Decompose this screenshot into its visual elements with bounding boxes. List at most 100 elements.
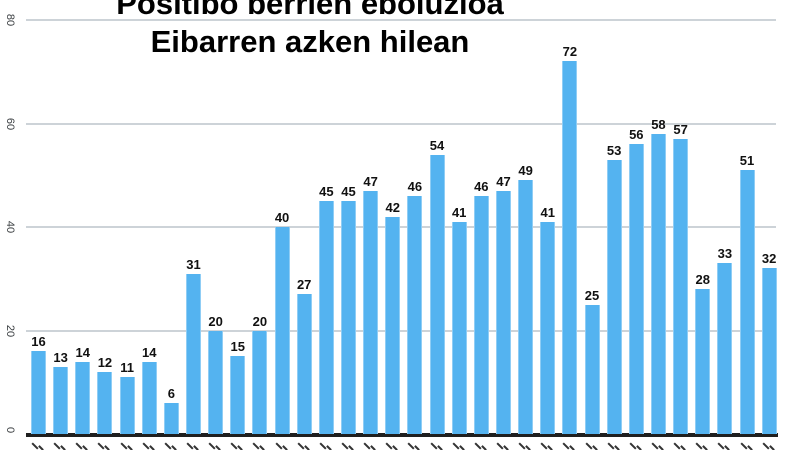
bar-5: 11 xyxy=(119,360,135,434)
bar-13: 27 xyxy=(296,277,312,434)
bar-21: 46 xyxy=(473,179,489,434)
x-tick-label-fragment xyxy=(496,440,511,450)
bar-34: 32 xyxy=(761,251,777,434)
x-tick-label-fragment xyxy=(31,440,46,450)
bar-value-label: 31 xyxy=(186,256,201,272)
x-tick-label-fragment xyxy=(252,440,267,450)
x-tick-label-fragment xyxy=(164,440,179,450)
gridline-60 xyxy=(26,122,776,125)
y-tick-label-20: 20 xyxy=(4,324,16,337)
y-tick-label-60: 60 xyxy=(4,117,16,130)
bar-9: 20 xyxy=(208,314,224,434)
y-tick-label-0: 0 xyxy=(4,426,16,434)
gridline-80 xyxy=(26,19,776,21)
x-tick-label-fragment xyxy=(717,440,732,450)
bar-1: 16 xyxy=(31,334,46,434)
x-tick-label-fragment xyxy=(629,440,644,450)
x-tick-label-fragment xyxy=(97,440,112,450)
x-tick-label-fragment xyxy=(208,440,223,450)
bar-series: 16 13 14 12 11 14 6 31 20 15 20 40 27 45 45 47 42 46 54 41 4… xyxy=(31,16,777,434)
x-tick-label-fragment xyxy=(319,440,334,450)
bar-value-label: 14 xyxy=(75,344,91,360)
chart-title: Positibo berrien eboluzioa Eibarren azke… xyxy=(60,0,560,61)
bar-value-label: 41 xyxy=(451,204,467,220)
bar-value-label: 14 xyxy=(141,344,157,360)
x-tick-label-fragment xyxy=(186,440,201,450)
bar-value-label: 11 xyxy=(120,360,134,376)
bar-8: 31 xyxy=(185,257,201,434)
bar-value-label: 46 xyxy=(474,178,489,194)
bar-15: 45 xyxy=(340,184,356,434)
bar-value-label: 46 xyxy=(407,178,423,194)
bar-value-label: 27 xyxy=(296,277,312,293)
bar-value-label: 47 xyxy=(363,173,378,189)
bar-28: 56 xyxy=(628,127,644,434)
bar-10: 15 xyxy=(230,339,246,434)
bar-value-label: 40 xyxy=(274,210,290,225)
chart-title-line1: Positibo berrien eboluzioa xyxy=(116,0,504,21)
bar-value-label: 28 xyxy=(695,272,710,288)
x-tick-label-fragment xyxy=(452,440,467,450)
bar-value-label: 20 xyxy=(252,313,268,329)
bar-value-label: 15 xyxy=(230,339,245,355)
bar-29: 58 xyxy=(650,117,666,434)
x-tick-label-fragment xyxy=(429,440,445,450)
x-tick-label-fragment xyxy=(762,440,777,450)
x-tick-label-fragment xyxy=(673,440,688,450)
gridline-20 xyxy=(26,329,776,332)
x-tick-label-fragment xyxy=(142,440,157,450)
bar-value-label: 53 xyxy=(606,142,622,158)
bar-value-label: 41 xyxy=(540,204,555,220)
bar-22: 47 xyxy=(495,174,511,434)
bar-value-label: 33 xyxy=(717,246,733,262)
bar-11: 20 xyxy=(252,314,268,434)
bar-18: 46 xyxy=(407,179,423,434)
bar-value-label: 72 xyxy=(562,44,578,60)
x-tick-label-fragment xyxy=(584,440,600,450)
bar-27: 53 xyxy=(606,143,622,434)
x-tick-label-fragment xyxy=(562,440,577,450)
x-tick-label-fragment xyxy=(53,440,68,450)
bar-32: 33 xyxy=(717,246,733,434)
gridline-40 xyxy=(26,226,776,228)
x-tick-label-fragment xyxy=(540,440,555,450)
y-tick-label-40: 40 xyxy=(4,220,16,234)
bar-value-label: 57 xyxy=(673,122,688,138)
bar-value-label: 32 xyxy=(761,251,777,267)
bar-12: 40 xyxy=(274,210,290,434)
bar-23: 49 xyxy=(518,163,534,434)
bar-30: 57 xyxy=(673,122,689,434)
bar-24: 41 xyxy=(540,205,556,434)
x-tick-label-fragment xyxy=(341,440,356,450)
x-tick-label-fragment xyxy=(474,440,489,450)
bar-2: 13 xyxy=(53,350,69,434)
bar-25: 72 xyxy=(562,44,578,434)
chart-title-line2: Eibarren azken hilean xyxy=(150,24,470,59)
bar-value-label: 12 xyxy=(97,354,113,370)
x-tick-label-fragment xyxy=(407,440,422,450)
bar-value-label: 56 xyxy=(629,127,644,143)
bar-value-label: 49 xyxy=(518,163,533,179)
x-tick-label-fragment xyxy=(75,440,90,450)
bar-19: 54 xyxy=(429,138,445,434)
x-tick-label-fragment xyxy=(739,440,755,450)
y-tick-label-80: 80 xyxy=(4,13,16,27)
x-axis-line xyxy=(26,433,778,437)
x-tick-label-fragment xyxy=(230,440,245,450)
bar-7: 6 xyxy=(163,386,179,434)
x-tick-label-fragment xyxy=(385,440,400,450)
bar-4: 12 xyxy=(97,355,113,434)
bar-value-label: 47 xyxy=(496,173,511,189)
bar-16: 47 xyxy=(363,174,379,434)
x-tick-label-fragment xyxy=(120,440,135,450)
bar-value-label: 20 xyxy=(208,313,223,329)
bar-value-label: 6 xyxy=(167,385,175,401)
bar-26: 25 xyxy=(584,288,600,434)
bar-value-label: 45 xyxy=(319,184,334,200)
x-tick-label-fragment xyxy=(297,440,312,450)
bar-33: 51 xyxy=(739,153,755,434)
bar-value-label: 58 xyxy=(651,116,666,132)
bar-14: 45 xyxy=(318,184,334,434)
bar-value-label: 13 xyxy=(53,349,68,365)
